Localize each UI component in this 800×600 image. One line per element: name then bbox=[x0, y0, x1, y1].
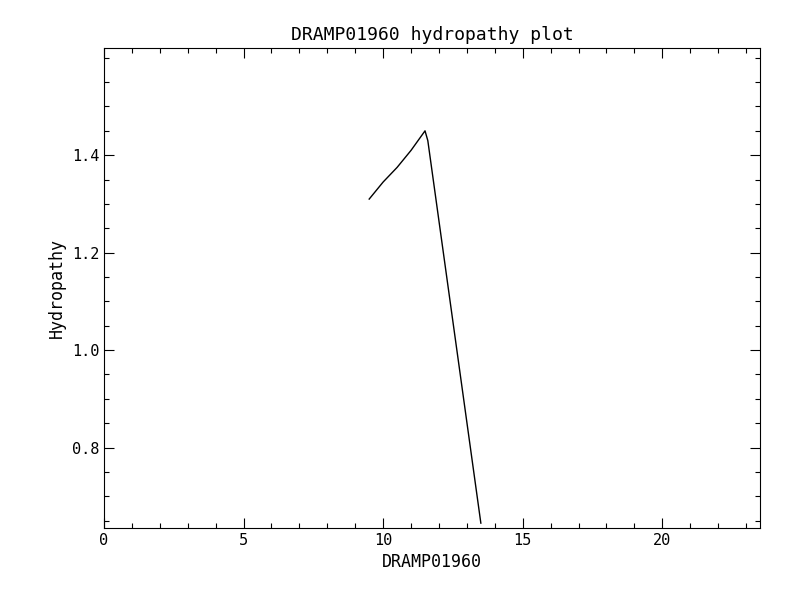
Y-axis label: Hydropathy: Hydropathy bbox=[48, 238, 66, 338]
X-axis label: DRAMP01960: DRAMP01960 bbox=[382, 553, 482, 571]
Title: DRAMP01960 hydropathy plot: DRAMP01960 hydropathy plot bbox=[290, 26, 574, 44]
